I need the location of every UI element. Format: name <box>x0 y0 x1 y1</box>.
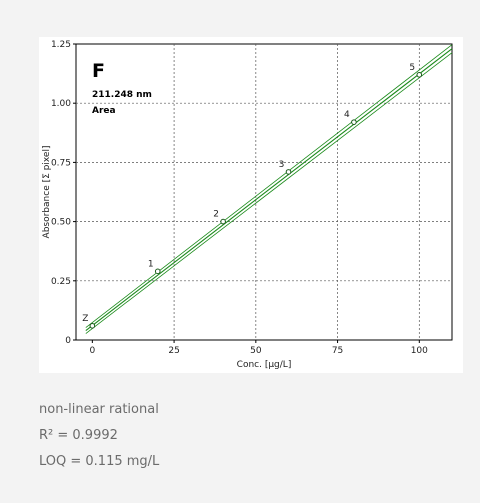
point-label: 2 <box>213 210 219 220</box>
data-point <box>285 169 292 175</box>
y-tick-label: 0.25 <box>51 277 71 287</box>
y-tick-label: 1.00 <box>51 99 71 109</box>
point-label: Z <box>82 314 88 324</box>
point-label: 5 <box>409 63 415 73</box>
point-label: 4 <box>344 110 350 120</box>
x-axis-title: Conc. [µg/L] <box>237 360 292 370</box>
fit-line <box>85 48 453 331</box>
y-tick-label: 0 <box>65 336 71 346</box>
calibration-chart: Z 1 2 3 4 5 0 25 50 75 100 0 0.25 0.50 0.75 1.00 1.25 F… <box>42 40 453 370</box>
calibration-plot-panel: Z 1 2 3 4 5 0 25 50 75 100 0 0.25 0.50 0.75 1.00 1.25 F… <box>39 37 463 373</box>
fit-curves <box>85 44 453 334</box>
x-tick-label: 75 <box>332 346 343 356</box>
loq-text: LOQ = 0.115 mg/L <box>39 454 160 469</box>
point-label: 1 <box>148 259 154 269</box>
x-tick-label: 50 <box>250 346 262 356</box>
data-point <box>416 71 423 78</box>
x-tick-label: 100 <box>411 346 428 356</box>
fit-type-text: non-linear rational <box>39 402 159 417</box>
element-label: F <box>92 60 105 82</box>
x-tick-label: 25 <box>168 346 179 356</box>
upper-confidence-line <box>85 44 453 328</box>
data-point <box>351 119 357 125</box>
grid-lines <box>76 44 452 340</box>
calibration-points: Z 1 2 3 4 5 <box>82 63 423 329</box>
y-tick-label: 0.50 <box>51 218 71 228</box>
mode-label: Area <box>92 106 116 116</box>
wavelength-label: 211.248 nm <box>92 90 152 100</box>
r-squared-text: R² = 0.9992 <box>39 428 118 443</box>
data-point <box>220 218 226 225</box>
data-point <box>89 322 96 329</box>
x-tick-label: 0 <box>89 346 95 356</box>
lower-confidence-line <box>85 52 453 334</box>
y-tick-label: 1.25 <box>51 40 71 50</box>
y-tick-label: 0.75 <box>51 158 71 168</box>
point-label: 3 <box>279 160 285 170</box>
y-axis-title: Absorbance [Σ pixel] <box>42 146 52 239</box>
data-point <box>154 268 161 275</box>
